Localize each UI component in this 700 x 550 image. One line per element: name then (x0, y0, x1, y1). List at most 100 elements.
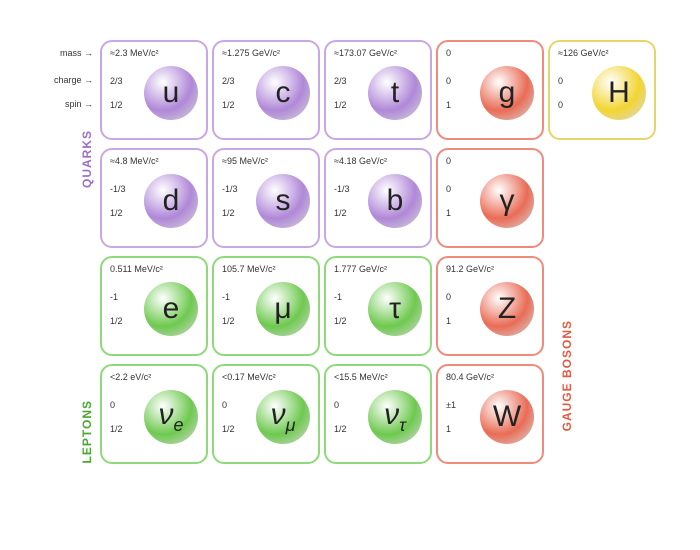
charge-value: ±1 (446, 400, 456, 410)
charge-value: -1/3 (222, 184, 238, 194)
mass-value: ≈4.8 MeV/c² (110, 156, 158, 166)
particle-symbol: νe (158, 398, 183, 436)
mass-value: 105.7 MeV/c² (222, 264, 276, 274)
spin-value: 1 (446, 316, 451, 326)
legend-spin: spin → (38, 99, 93, 109)
mass-value: ≈126 GeV/c² (558, 48, 608, 58)
charge-value: -1 (334, 292, 342, 302)
charge-value: -1/3 (334, 184, 350, 194)
mass-value: <0.17 MeV/c² (222, 372, 276, 382)
spin-value: 1 (446, 100, 451, 110)
charge-value: -1 (110, 292, 118, 302)
mass-value: ≈4.18 GeV/c² (334, 156, 387, 166)
particle-symbol: W (493, 400, 521, 434)
particle-ball: τ (368, 282, 422, 336)
mass-value: 80.4 GeV/c² (446, 372, 494, 382)
spin-value: 0 (558, 100, 563, 110)
spin-value: 1/2 (334, 100, 347, 110)
particle-symbol: τ (389, 292, 401, 326)
particle-ball: e (144, 282, 198, 336)
spin-value: 1/2 (222, 316, 235, 326)
spin-value: 1/2 (334, 424, 347, 434)
particle-cell-h: ≈126 GeV/c² 0 0 H (548, 40, 656, 140)
particle-ball: μ (256, 282, 310, 336)
mass-value: 0 (446, 156, 451, 166)
category-gauge-bosons: GAUGE BOSONS (560, 320, 574, 431)
mass-value: 0 (446, 48, 451, 58)
charge-value: -1/3 (110, 184, 126, 194)
particle-ball: g (480, 66, 534, 120)
particle-cell-w: 80.4 GeV/c² ±1 1 W (436, 364, 544, 464)
particle-symbol: ντ (384, 398, 406, 436)
spin-value: 1/2 (222, 100, 235, 110)
spin-value: 1/2 (222, 208, 235, 218)
charge-value: 0 (334, 400, 339, 410)
particle-ball: u (144, 66, 198, 120)
spin-value: 1/2 (334, 316, 347, 326)
spin-value: 1/2 (110, 100, 123, 110)
particle-symbol: H (608, 76, 630, 110)
particle-cell-νe: <2.2 eV/c² 0 1/2 νe (100, 364, 208, 464)
mass-value: <15.5 MeV/c² (334, 372, 388, 382)
spin-value: 1/2 (222, 424, 235, 434)
particle-symbol: t (391, 76, 399, 110)
category-quarks: QUARKS (80, 130, 94, 188)
particle-cell-e: 0.511 MeV/c²-11/2e (100, 256, 208, 356)
particle-cell-t: ≈173.07 GeV/c² 2/3 1/2 t (324, 40, 432, 140)
charge-value: 0 (446, 76, 451, 86)
particle-symbol: s (276, 184, 291, 218)
charge-value: 2/3 (222, 76, 235, 86)
particle-ball: b (368, 174, 422, 228)
particle-cell-γ: 0 0 1 γ (436, 148, 544, 248)
spin-value: 1 (446, 208, 451, 218)
particle-ball: Z (480, 282, 534, 336)
charge-value: 2/3 (110, 76, 123, 86)
particle-symbol: e (163, 292, 180, 326)
particle-symbol: Z (498, 292, 516, 326)
charge-value: 0 (558, 76, 563, 86)
particle-ball: W (480, 390, 534, 444)
particle-ball: νμ (256, 390, 310, 444)
particle-cell-b: ≈4.18 GeV/c² -1/3 1/2 b (324, 148, 432, 248)
spin-value: 1/2 (110, 208, 123, 218)
legend-mass: mass → (38, 48, 93, 58)
mass-value: 0.511 MeV/c² (110, 264, 163, 274)
charge-value: 2/3 (334, 76, 347, 86)
particle-cell-u: ≈2.3 MeV/c²2/31/2u (100, 40, 208, 140)
particle-cell-z: 91.2 GeV/c² 0 1 Z (436, 256, 544, 356)
charge-value: -1 (222, 292, 230, 302)
particle-cell-νμ: <0.17 MeV/c² 0 1/2 νμ (212, 364, 320, 464)
particle-symbol: d (163, 184, 180, 218)
particle-symbol: g (499, 76, 516, 110)
particle-symbol: c (276, 76, 291, 110)
particle-cell-ντ: <15.5 MeV/c² 0 1/2 ντ (324, 364, 432, 464)
particle-cell-τ: 1.777 GeV/c² -1 1/2 τ (324, 256, 432, 356)
particle-cell-s: ≈95 MeV/c²-1/31/2s (212, 148, 320, 248)
charge-value: 0 (222, 400, 227, 410)
particle-ball: s (256, 174, 310, 228)
particle-symbol: νμ (271, 398, 296, 436)
spin-value: 1 (446, 424, 451, 434)
spin-value: 1/2 (334, 208, 347, 218)
particle-symbol: b (387, 184, 404, 218)
mass-value: <2.2 eV/c² (110, 372, 151, 382)
particle-symbol: γ (500, 184, 515, 218)
particle-ball: ντ (368, 390, 422, 444)
mass-value: 1.777 GeV/c² (334, 264, 387, 274)
charge-value: 0 (446, 184, 451, 194)
charge-value: 0 (110, 400, 115, 410)
particle-ball: H (592, 66, 646, 120)
particle-ball: νe (144, 390, 198, 444)
legend-charge: charge → (38, 75, 93, 85)
particle-cell-c: ≈1.275 GeV/c²2/31/2c (212, 40, 320, 140)
spin-value: 1/2 (110, 424, 123, 434)
category-leptons: LEPTONS (80, 400, 94, 463)
particle-symbol: u (163, 76, 180, 110)
mass-value: ≈173.07 GeV/c² (334, 48, 397, 58)
particle-cell-μ: 105.7 MeV/c² -1 1/2 μ (212, 256, 320, 356)
particle-ball: t (368, 66, 422, 120)
particle-ball: γ (480, 174, 534, 228)
charge-value: 0 (446, 292, 451, 302)
mass-value: 91.2 GeV/c² (446, 264, 494, 274)
particle-symbol: μ (274, 292, 291, 326)
